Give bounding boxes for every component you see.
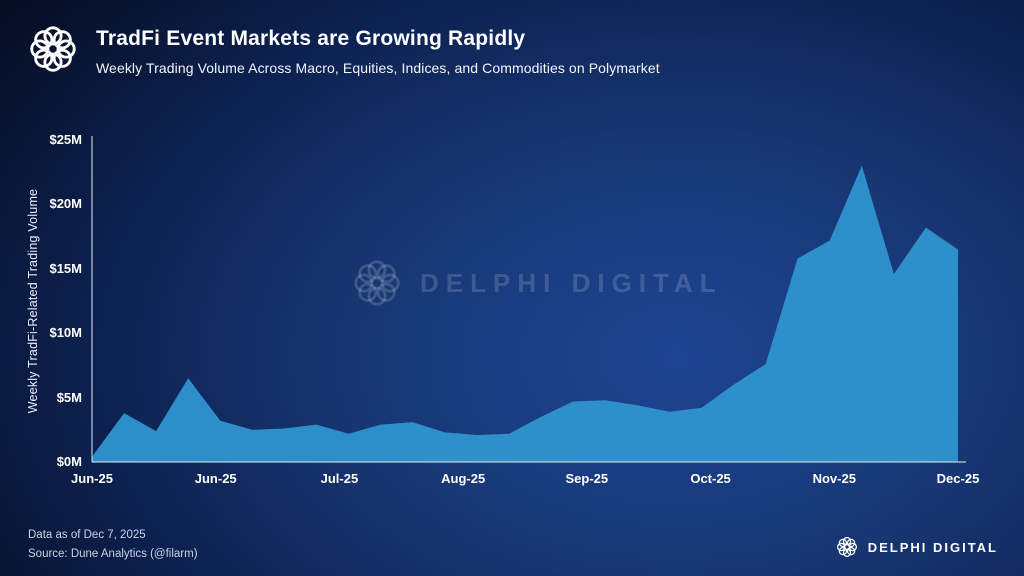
x-tick-label: Dec-25 — [936, 471, 980, 486]
area-series — [92, 165, 958, 463]
x-tick-label: Sep-25 — [565, 471, 609, 486]
page-title: TradFi Event Markets are Growing Rapidly — [96, 27, 526, 50]
y-tick-label: $0M — [56, 454, 82, 469]
y-tick-label: $25M — [49, 132, 82, 147]
x-tick-label: Aug-25 — [441, 471, 486, 486]
footer-source: Source: Dune Analytics (@filarm) — [28, 548, 198, 561]
footer-data-date: Data as of Dec 7, 2025 — [28, 529, 146, 542]
x-tick-label: Jul-25 — [320, 471, 359, 486]
footer-notes: Data as of Dec 7, 2025 Source: Dune Anal… — [28, 526, 198, 564]
x-tick-label: Jun-25 — [194, 471, 237, 486]
page-subtitle: Weekly Trading Volume Across Macro, Equi… — [96, 60, 660, 77]
y-tick-label: $5M — [56, 389, 82, 405]
footer-brand: DELPHI DIGITAL — [836, 536, 998, 558]
x-tick-label: Jun-25 — [71, 471, 113, 486]
footer-brand-logo-icon — [836, 536, 858, 558]
footer-brand-text: DELPHI DIGITAL — [867, 539, 998, 555]
y-tick-label: $10M — [49, 325, 82, 341]
header: TradFi Event Markets are Growing Rapidly… — [28, 22, 660, 76]
titles: TradFi Event Markets are Growing Rapidly… — [96, 22, 660, 76]
x-tick-label: Oct-25 — [690, 471, 731, 486]
y-tick-label: $15M — [49, 260, 82, 276]
x-tick-label: Nov-25 — [812, 471, 856, 486]
y-tick-label: $20M — [49, 196, 82, 212]
y-axis-label: Weekly TradFi-Related Trading Volume — [26, 188, 40, 414]
